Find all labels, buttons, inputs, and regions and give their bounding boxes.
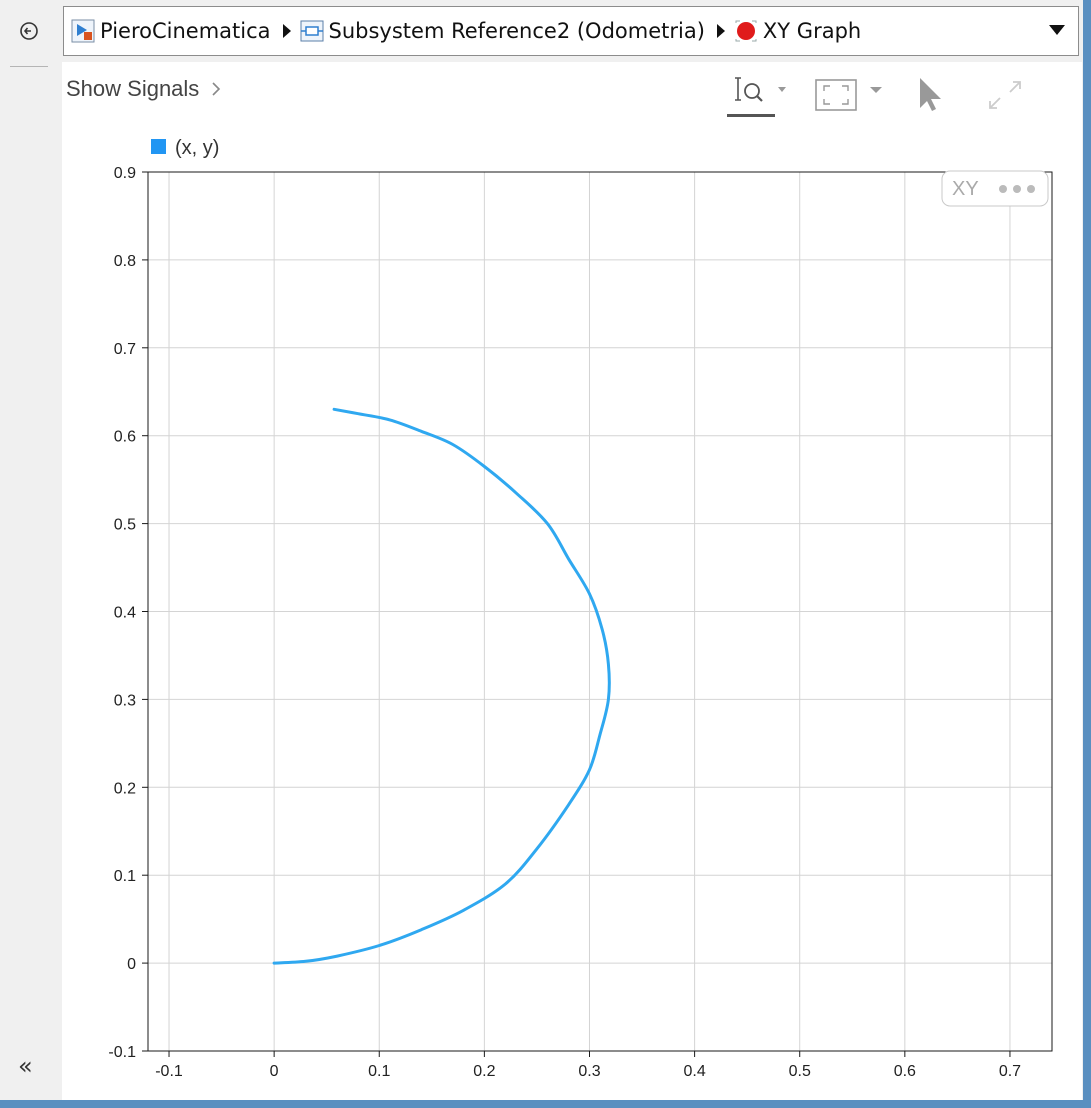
subsystem-reference-icon [300,20,324,42]
show-signals-label: Show Signals [66,76,200,101]
y-tick-label: 0.9 [114,165,136,182]
plot-grid [148,171,1052,1052]
breadcrumb-item-xy-graph[interactable]: XY Graph [733,18,861,44]
y-tick-label: 0.6 [114,429,136,446]
breadcrumb-arrow-icon[interactable] [281,23,293,39]
series-layer [272,407,611,965]
left-sidebar: « [0,0,62,1100]
sidebar-divider [10,66,48,67]
expand-icon[interactable] [984,76,1026,114]
x-tick-label: 0.3 [578,1063,600,1080]
plot-badge-label: XY [952,178,979,200]
y-tick-label: 0.1 [114,868,136,885]
cursor-arrow-icon[interactable] [914,74,948,114]
breadcrumb: PieroCinematica Subsystem Reference2 (Od… [63,6,1079,56]
ellipsis-icon[interactable] [999,185,1035,193]
y-axis: -0.1 0 0.1 0.2 0.3 0.4 0.5 0.6 0.7 0.8 0.9 [108,165,148,1061]
legend-swatch [151,139,166,154]
breadcrumb-item-label: PieroCinematica [100,19,271,43]
series-line [272,407,611,965]
y-tick-label: 0.4 [114,605,136,622]
zoom-in-icon[interactable] [726,74,788,118]
x-tick-label: 0.2 [473,1063,495,1080]
x-tick-label: 0.1 [368,1063,390,1080]
breadcrumb-item-subsystem[interactable]: Subsystem Reference2 (Odometria) [299,18,705,44]
y-tick-label: 0.5 [114,517,136,534]
breadcrumb-item-model[interactable]: PieroCinematica [70,18,271,44]
x-tick-label: 0 [270,1063,279,1080]
x-axis: -0.1 0 0.1 0.2 0.3 0.4 0.5 0.6 0.7 [155,1051,1021,1080]
fit-to-view-icon[interactable] [812,76,892,116]
xy-graph-block-icon [735,20,757,42]
breadcrumb-item-label: XY Graph [762,19,862,43]
window-border-bottom [0,1100,1091,1108]
x-tick-label: 0.5 [789,1063,811,1080]
show-signals-button[interactable]: Show Signals [66,76,221,102]
breadcrumb-arrow-icon[interactable] [715,23,727,39]
y-tick-label: 0 [127,956,136,973]
x-tick-label: 0.7 [999,1063,1021,1080]
breadcrumb-item-label: Subsystem Reference2 (Odometria) [328,19,705,43]
x-tick-label: -0.1 [155,1063,183,1080]
legend: (x, y) [151,137,219,159]
window-border-right [1083,0,1091,1108]
y-tick-label: 0.8 [114,253,136,270]
plot-type-badge[interactable]: XY [941,170,1049,207]
x-tick-label: 0.6 [894,1063,916,1080]
y-tick-label: 0.3 [114,692,136,709]
double-chevron-left-icon[interactable]: « [18,1052,33,1080]
plot-panel: Show Signals [62,62,1082,1100]
simulink-model-icon [71,19,95,43]
dropdown-arrow-icon[interactable] [1048,24,1066,36]
x-tick-label: 0.4 [683,1063,705,1080]
y-tick-label: 0.7 [114,341,136,358]
y-tick-label: 0.2 [114,780,136,797]
legend-label: (x, y) [175,137,219,159]
y-tick-label: -0.1 [108,1044,136,1061]
chevron-right-icon [212,82,221,96]
back-arrow-icon[interactable] [18,20,40,42]
